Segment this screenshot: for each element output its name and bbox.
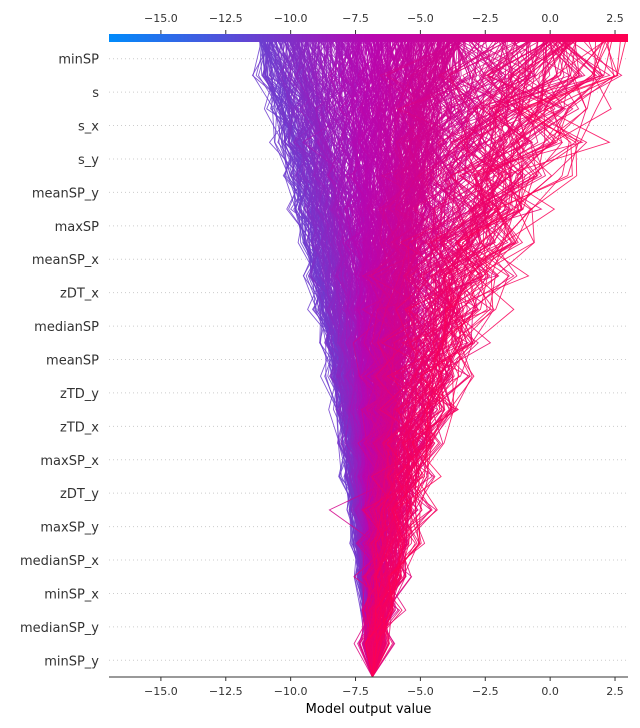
decision-path [371,41,623,678]
feature-label-meanSP_x: meanSP_x [32,253,99,268]
bottom-tick-label: −5.0 [407,685,434,698]
feature-label-minSP_y: minSP_y [44,654,99,669]
feature-label-medianSP_y: medianSP_y [20,621,99,636]
feature-labels: minSP s s_x s_y meanSP_y maxSP meanSP_x zDT_xme… [20,53,99,670]
top-tick-label: −7.5 [342,12,369,25]
feature-label-s_y: s_y [78,153,99,168]
bottom-axis: −15.0 −12.5 −10.0 −7.5 −5.0 −2.5 0.0 2.5 [144,677,624,698]
top-tick-label: −12.5 [209,12,243,25]
feature-label-zDT_x: zDT_x [60,287,99,302]
decision-path [371,41,619,678]
top-tick-label: −15.0 [144,12,178,25]
decision-path [371,41,621,678]
feature-label-minSP_x: minSP_x [44,587,99,602]
bottom-tick-label: −7.5 [342,685,369,698]
feature-label-medianSP: medianSP [34,320,99,335]
feature-label-zTD_y: zTD_y [60,387,99,402]
decision-path [371,41,604,678]
feature-label-minSP: minSP [58,53,99,68]
feature-label-s_x: s_x [78,120,99,135]
top-tick-label: −5.0 [407,12,434,25]
top-tick-label: 2.5 [606,12,624,25]
top-tick-label: −10.0 [274,12,308,25]
decision-path [371,41,603,678]
decision-path [369,41,611,678]
decision-path [364,41,626,678]
decision-path [367,41,558,678]
decision-path [371,41,603,678]
decision-path [362,41,462,678]
x-axis-title: Model output value [306,702,432,717]
top-axis: −15.0 −12.5 −10.0 −7.5 −5.0 −2.5 0.0 2.5 [144,12,624,34]
bottom-tick-label: −10.0 [274,685,308,698]
bottom-tick-label: 0.0 [541,685,559,698]
decision-path [371,41,611,678]
decision-path [371,41,571,678]
decision-path [365,41,565,678]
bottom-tick-label: −2.5 [472,685,499,698]
feature-grid [109,58,628,661]
bottom-tick-label: −15.0 [144,685,178,698]
bottom-tick-label: 2.5 [606,685,624,698]
feature-label-meanSP: meanSP [46,354,99,369]
feature-label-maxSP: maxSP [55,220,100,235]
colorbar [109,34,628,42]
decision-path [369,41,575,678]
top-tick-label: 0.0 [541,12,559,25]
feature-label-medianSP_x: medianSP_x [20,554,99,569]
decision-paths [251,41,626,678]
bottom-tick-label: −12.5 [209,685,243,698]
feature-label-maxSP_y: maxSP_y [40,521,99,536]
decision-path [365,41,612,678]
feature-label-zTD_x: zTD_x [60,420,99,435]
decision-path [371,41,559,678]
decision-path [370,41,596,678]
feature-label-s: s [92,86,99,101]
feature-label-zDT_y: zDT_y [60,487,99,502]
feature-label-meanSP_y: meanSP_y [32,186,99,201]
feature-label-maxSP_x: maxSP_x [40,454,99,469]
top-tick-label: −2.5 [472,12,499,25]
decision-path [365,41,605,678]
decision-path [371,41,612,678]
